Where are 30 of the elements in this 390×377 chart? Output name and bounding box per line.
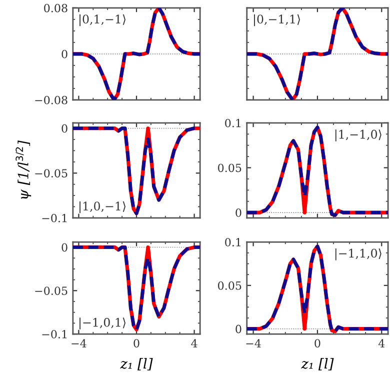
y-axis-title: ψ [1/l$^{3/2}$] <box>16 140 32 199</box>
x-tick-label: 0 <box>314 339 320 348</box>
y-tick-label: 0 <box>236 324 242 334</box>
y-tick-label: 0 <box>62 50 68 58</box>
y-tick-label: −0.1 <box>42 330 66 338</box>
annotation: |−1,1,0⟩ <box>335 248 382 260</box>
y-tick-label: 0 <box>62 124 68 133</box>
annotation: |−1,0,1⟩ <box>80 318 126 330</box>
y-tick-label: 0 <box>62 243 68 252</box>
y-tick-label: −0.05 <box>35 286 68 296</box>
x-tick-label: 0 <box>134 339 140 348</box>
x-tick-label: 4 <box>378 339 385 348</box>
x-tick-label: 4 <box>191 339 198 348</box>
annotation: |1,0,−1⟩ <box>80 201 126 214</box>
y-tick-label: 0.08 <box>44 4 68 12</box>
annotation: |0,−1,1⟩ <box>254 14 300 26</box>
annotation: |0,1,−1⟩ <box>80 14 126 26</box>
y-tick-label: 0.05 <box>218 281 242 290</box>
x-tick-label: −4 <box>72 339 86 348</box>
y-tick-label: 0.05 <box>218 164 242 172</box>
x-axis-title: z₁ [l] <box>301 358 334 370</box>
x-tick-label: −4 <box>246 339 261 348</box>
y-tick-label: −0.05 <box>35 169 68 178</box>
y-tick-label: 0.1 <box>225 118 240 128</box>
y-tick-label: −0.08 <box>35 96 68 104</box>
annotation: |1,−1,0⟩ <box>335 130 382 142</box>
y-tick-label: 0 <box>236 208 242 217</box>
x-axis-title: z₁ [l] <box>120 358 153 370</box>
y-tick-label: 0.1 <box>225 238 240 246</box>
y-tick-label: −0.1 <box>42 214 66 222</box>
